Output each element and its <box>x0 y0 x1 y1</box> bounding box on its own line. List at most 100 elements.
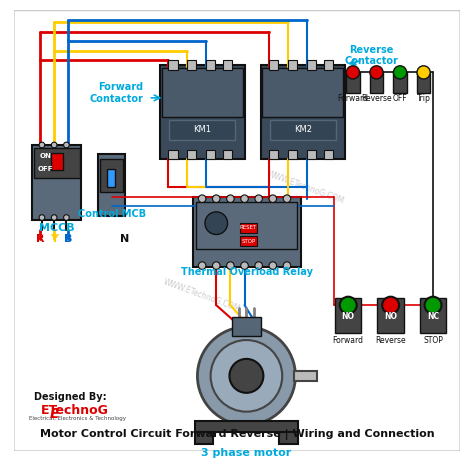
Text: Reverse
Contactor: Reverse Contactor <box>345 44 399 66</box>
Circle shape <box>346 66 359 79</box>
Text: WWW.ETechnoG.COM: WWW.ETechnoG.COM <box>163 278 242 314</box>
Bar <box>100 159 123 192</box>
Text: 3 phase motor: 3 phase motor <box>201 448 292 458</box>
Text: ON: ON <box>40 154 52 159</box>
Text: E: E <box>49 407 59 421</box>
Text: ETechnoG: ETechnoG <box>41 404 109 417</box>
Bar <box>187 150 197 159</box>
Circle shape <box>227 262 234 270</box>
Circle shape <box>205 212 228 234</box>
Bar <box>232 317 261 336</box>
Text: NO: NO <box>342 312 355 321</box>
Bar <box>324 150 333 159</box>
Text: Thermal Overload Relay: Thermal Overload Relay <box>182 267 313 277</box>
Bar <box>270 119 336 140</box>
Text: Forward: Forward <box>333 336 364 345</box>
Text: WWW.ETechnoG.COM: WWW.ETechnoG.COM <box>266 169 346 205</box>
Bar <box>223 60 232 70</box>
Text: Y: Y <box>50 234 58 244</box>
Bar <box>307 60 316 70</box>
Bar <box>370 73 383 93</box>
Bar <box>206 150 215 159</box>
FancyBboxPatch shape <box>14 10 460 451</box>
Circle shape <box>229 359 264 393</box>
Bar <box>279 432 298 444</box>
Circle shape <box>197 327 295 425</box>
Bar <box>196 202 297 249</box>
Bar <box>240 236 257 246</box>
Bar <box>33 145 82 220</box>
Circle shape <box>255 195 263 203</box>
Bar <box>193 197 301 268</box>
Bar <box>307 150 316 159</box>
Text: MCCB: MCCB <box>39 223 75 233</box>
Circle shape <box>393 66 407 79</box>
Bar <box>107 168 116 187</box>
Circle shape <box>283 262 291 270</box>
Circle shape <box>382 297 399 314</box>
Bar <box>269 150 278 159</box>
Bar <box>195 432 213 444</box>
Text: Motor Control Circuit Forward Reverse | Wiring and Connection: Motor Control Circuit Forward Reverse | … <box>40 429 434 440</box>
Text: Designed By:: Designed By: <box>34 392 107 402</box>
Bar <box>324 60 333 70</box>
Text: NO: NO <box>384 312 397 321</box>
Bar <box>240 223 257 233</box>
Bar <box>206 60 215 70</box>
Text: STOP: STOP <box>423 336 443 345</box>
Text: OFF: OFF <box>38 166 54 172</box>
Bar <box>169 119 235 140</box>
Circle shape <box>417 66 430 79</box>
Circle shape <box>210 340 282 412</box>
Bar <box>195 421 298 432</box>
Bar <box>261 65 346 159</box>
Text: Forward
Contactor: Forward Contactor <box>90 82 144 104</box>
Text: KM1: KM1 <box>193 125 211 134</box>
Bar <box>377 298 404 334</box>
Circle shape <box>241 262 248 270</box>
Text: NC: NC <box>427 312 439 321</box>
Text: Trip: Trip <box>417 94 430 103</box>
Bar <box>417 73 430 93</box>
Text: WWW.ETechnoG.COM: WWW.ETechnoG.COM <box>163 99 242 135</box>
Text: RESET: RESET <box>240 226 257 230</box>
Circle shape <box>227 195 234 203</box>
Circle shape <box>51 215 57 220</box>
Bar <box>168 60 178 70</box>
Bar <box>293 371 317 380</box>
Bar <box>269 60 278 70</box>
Text: B: B <box>64 234 73 244</box>
Circle shape <box>255 262 263 270</box>
Circle shape <box>51 142 57 148</box>
Bar <box>335 298 361 334</box>
Bar <box>346 73 359 93</box>
Bar <box>393 73 407 93</box>
Bar <box>35 148 80 178</box>
Circle shape <box>370 66 383 79</box>
Bar <box>223 150 232 159</box>
Text: Forward: Forward <box>337 94 368 103</box>
Circle shape <box>340 297 357 314</box>
Bar <box>51 154 63 170</box>
Bar <box>99 154 125 216</box>
Bar <box>420 298 446 334</box>
Text: OFF: OFF <box>393 94 407 103</box>
Bar <box>162 68 243 117</box>
Text: N: N <box>120 234 129 244</box>
Circle shape <box>198 195 206 203</box>
Text: Control MCB: Control MCB <box>78 209 146 219</box>
Bar <box>288 60 297 70</box>
Bar <box>263 68 344 117</box>
Circle shape <box>39 215 45 220</box>
Circle shape <box>269 195 277 203</box>
Circle shape <box>64 142 69 148</box>
Bar <box>168 150 178 159</box>
Bar <box>160 65 245 159</box>
Bar <box>187 60 197 70</box>
Circle shape <box>241 195 248 203</box>
Circle shape <box>198 262 206 270</box>
Circle shape <box>425 297 441 314</box>
Circle shape <box>64 215 69 220</box>
Circle shape <box>39 142 45 148</box>
Bar <box>288 150 297 159</box>
